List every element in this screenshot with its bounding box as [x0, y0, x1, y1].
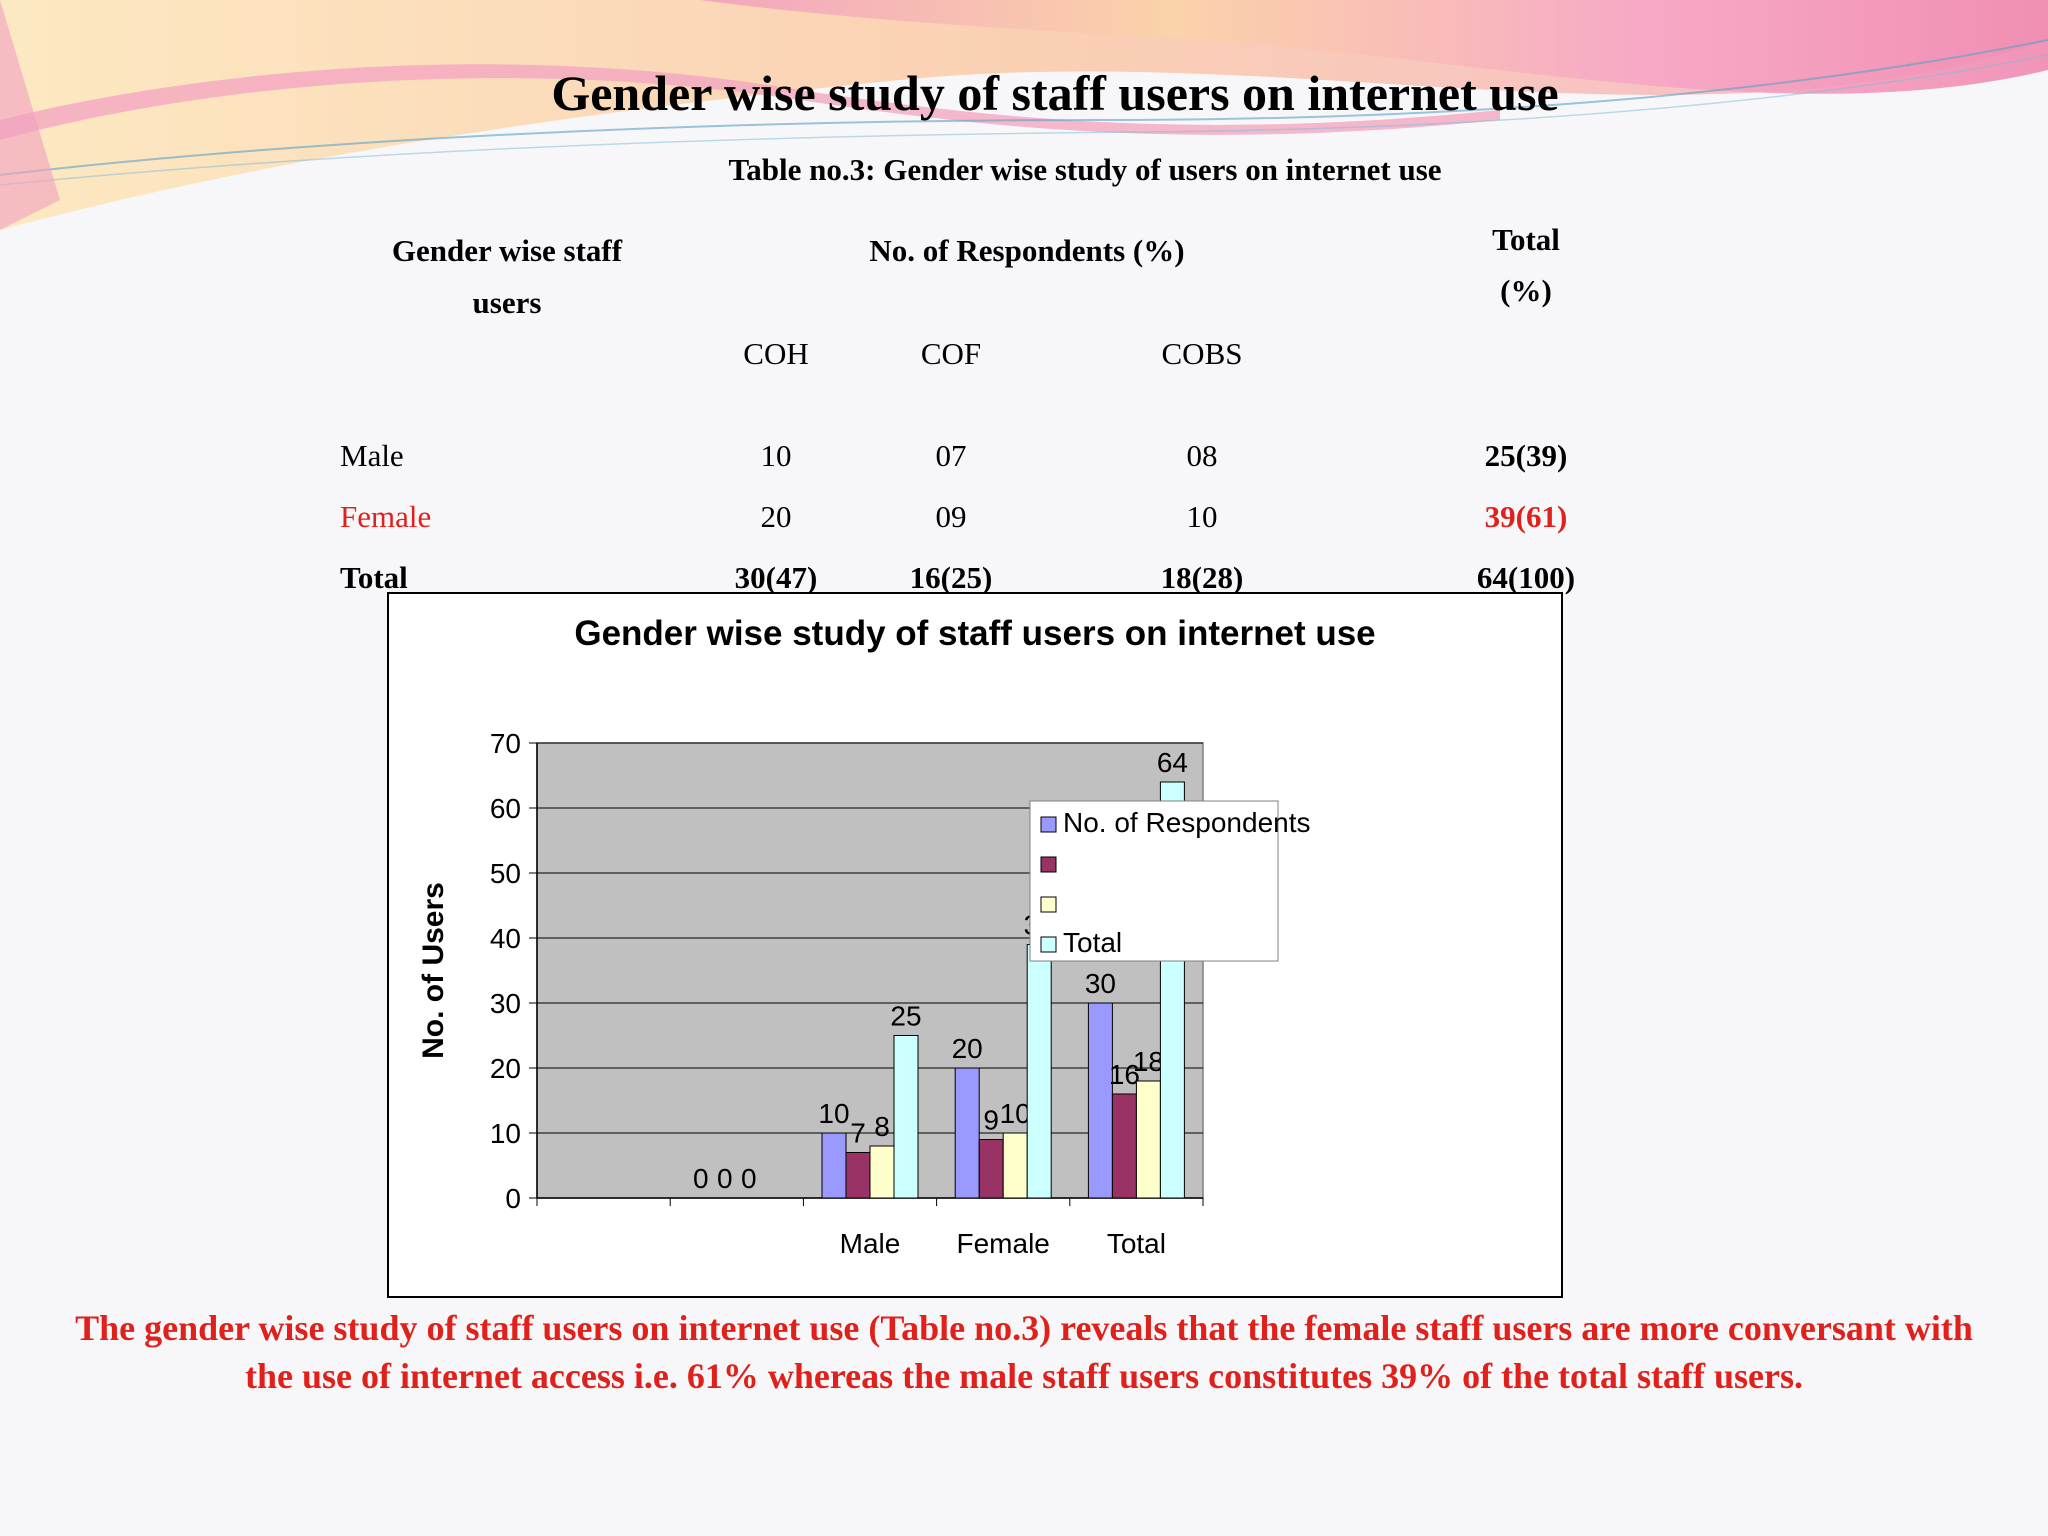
- y-tick-label: 30: [490, 988, 521, 1019]
- data-label: 30: [1085, 968, 1116, 999]
- data-label: 8: [874, 1111, 890, 1142]
- row-male-cof: 07: [935, 438, 967, 473]
- row-total-coh: 30(47): [734, 560, 818, 595]
- subheader-cobs: COBS: [1161, 336, 1243, 371]
- data-label: 7: [850, 1118, 866, 1149]
- row-female-cof: 09: [935, 499, 967, 534]
- x-tick-label: Female: [957, 1228, 1050, 1259]
- y-tick-label: 20: [490, 1053, 521, 1084]
- data-label: 10: [818, 1098, 849, 1129]
- row-total-total: 64(100): [1476, 560, 1576, 595]
- chart-title: Gender wise study of staff users on inte…: [574, 614, 1375, 653]
- bar: [893, 1035, 919, 1199]
- row-male-total: 25(39): [1484, 438, 1568, 473]
- header-total: Total: [1492, 222, 1560, 257]
- legend: [1029, 800, 1279, 962]
- x-tick-label: Male: [840, 1228, 901, 1259]
- bar: [1026, 944, 1052, 1199]
- legend-swatch: [1040, 936, 1057, 953]
- y-tick-label: 40: [490, 923, 521, 954]
- data-label: 25: [890, 1001, 921, 1032]
- bar: [954, 1067, 980, 1199]
- header-respondents: No. of Respondents (%): [869, 233, 1185, 268]
- row-male-coh: 10: [760, 438, 792, 473]
- chart-frame: Gender wise study of staff users on inte…: [387, 592, 1563, 1298]
- y-tick-label: 50: [490, 858, 521, 889]
- bar: [845, 1152, 871, 1199]
- legend-swatch: [1040, 856, 1057, 873]
- bar: [869, 1145, 895, 1199]
- y-tick-label: 70: [490, 728, 521, 759]
- data-label: 0: [741, 1163, 757, 1194]
- legend-label: No. of Respondents: [1063, 807, 1311, 838]
- header-gender-line2: users: [472, 285, 542, 320]
- data-label: 16: [1109, 1059, 1140, 1090]
- bar: [821, 1132, 847, 1199]
- header-total-line2: (%): [1500, 273, 1552, 308]
- conclusion-text: The gender wise study of staff users on …: [75, 1308, 1973, 1396]
- bar-chart: Gender wise study of staff users on inte…: [417, 614, 1376, 1259]
- x-tick-label: Total: [1107, 1228, 1166, 1259]
- y-tick-label: 60: [490, 793, 521, 824]
- data-label: 18: [1133, 1046, 1164, 1077]
- y-axis-label: No. of Users: [417, 882, 450, 1059]
- data-label: 20: [952, 1033, 983, 1064]
- data-label: 64: [1157, 747, 1188, 778]
- row-female-total: 39(61): [1484, 499, 1568, 534]
- row-total-cobs: 18(28): [1160, 560, 1244, 595]
- row-male-cobs: 08: [1186, 438, 1218, 473]
- subheader-coh: COH: [743, 336, 809, 371]
- bar: [1111, 1093, 1137, 1199]
- row-female-coh: 20: [760, 499, 792, 534]
- legend-swatch: [1040, 816, 1057, 833]
- row-female-cobs: 10: [1186, 499, 1218, 534]
- bar: [978, 1139, 1004, 1199]
- header-gender: Gender wise staff: [391, 233, 623, 268]
- slide-title: Gender wise study of staff users on inte…: [551, 65, 1559, 121]
- row-female-label: Female: [340, 499, 432, 534]
- legend-swatch: [1040, 896, 1057, 913]
- row-total-label: Total: [340, 560, 408, 595]
- bar: [1135, 1080, 1161, 1199]
- legend-label: Total: [1063, 927, 1122, 958]
- data-label: 10: [1000, 1098, 1031, 1129]
- y-tick-label: 10: [490, 1118, 521, 1149]
- bar: [1087, 1002, 1113, 1199]
- row-total-cof: 16(25): [909, 560, 993, 595]
- table-caption: Table no.3: Gender wise study of users o…: [728, 152, 1442, 187]
- row-male-label: Male: [340, 438, 404, 473]
- data-label: 9: [983, 1105, 999, 1136]
- y-tick-label: 0: [505, 1183, 521, 1214]
- data-label: 0: [693, 1163, 709, 1194]
- data-label: 0: [717, 1163, 733, 1194]
- subheader-cof: COF: [920, 336, 982, 371]
- bar: [1002, 1132, 1028, 1199]
